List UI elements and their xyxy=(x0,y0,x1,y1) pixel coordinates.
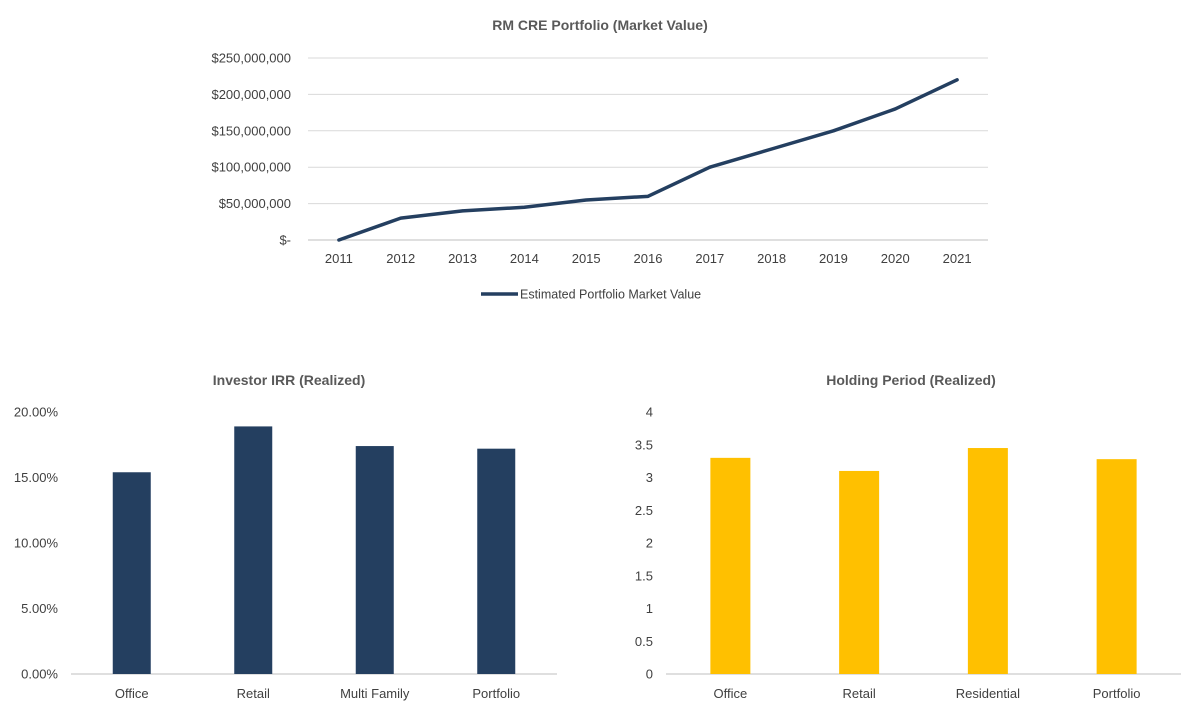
investor-irr-y-axis: 0.00% 5.00% 10.00% 15.00% 20.00% xyxy=(14,405,557,682)
investor-irr-title: Investor IRR (Realized) xyxy=(213,372,365,388)
series-line xyxy=(337,78,959,242)
y-tick-label: 0.00% xyxy=(21,667,58,682)
y-tick-label: 1 xyxy=(646,601,653,616)
market-value-legend: Estimated Portfolio Market Value xyxy=(481,288,701,302)
investor-irr-bars xyxy=(112,426,516,674)
data-point xyxy=(461,209,465,213)
data-point xyxy=(399,216,403,220)
market-value-gridlines xyxy=(308,57,988,241)
x-tick-label: 2013 xyxy=(448,251,477,266)
market-value-y-axis: $- $50,000,000 $100,000,000 $150,000,000 $20… xyxy=(211,51,291,248)
x-tick-label: 2012 xyxy=(386,251,415,266)
holding-period-x-axis: Office Retail Residential Portfolio xyxy=(714,686,1141,701)
data-point xyxy=(646,194,650,198)
bar xyxy=(710,457,751,674)
data-point xyxy=(831,129,835,133)
data-point xyxy=(770,147,774,151)
bar xyxy=(967,448,1008,674)
y-tick-label: 2.5 xyxy=(635,503,653,518)
y-tick-label: $200,000,000 xyxy=(211,87,291,102)
holding-period-bars xyxy=(710,448,1137,674)
x-tick-label: Office xyxy=(714,686,748,701)
y-tick-label: 3 xyxy=(646,470,653,485)
y-tick-label: 5.00% xyxy=(21,601,58,616)
x-tick-label: Retail xyxy=(237,686,270,701)
x-tick-label: Retail xyxy=(843,686,876,701)
data-point xyxy=(955,78,959,82)
bar xyxy=(112,472,151,674)
market-value-series xyxy=(337,78,959,242)
x-tick-label: 2019 xyxy=(819,251,848,266)
market-value-title: RM CRE Portfolio (Market Value) xyxy=(492,17,707,33)
y-tick-label: 3.5 xyxy=(635,437,653,452)
bar xyxy=(234,426,273,674)
x-tick-label: Multi Family xyxy=(340,686,410,701)
x-tick-label: 2018 xyxy=(757,251,786,266)
y-tick-label: $- xyxy=(279,233,291,248)
x-tick-label: 2020 xyxy=(881,251,910,266)
x-tick-label: Residential xyxy=(956,686,1020,701)
investor-irr-chart: Investor IRR (Realized) 0.00% 5.00% 10.00%… xyxy=(14,372,557,701)
x-tick-label: 2021 xyxy=(943,251,972,266)
y-tick-label: $100,000,000 xyxy=(211,160,291,175)
legend-label: Estimated Portfolio Market Value xyxy=(520,288,701,302)
x-tick-label: 2011 xyxy=(325,251,353,266)
x-tick-label: 2017 xyxy=(695,251,724,266)
y-tick-label: $250,000,000 xyxy=(211,51,291,66)
y-tick-label: 20.00% xyxy=(14,405,59,420)
market-value-chart: RM CRE Portfolio (Market Value) $- $50,00… xyxy=(211,17,988,302)
y-tick-label: 15.00% xyxy=(14,470,59,485)
x-tick-label: 2015 xyxy=(572,251,601,266)
y-tick-label: 2 xyxy=(646,536,653,551)
investor-irr-x-axis: Office Retail Multi Family Portfolio xyxy=(115,686,520,701)
data-point xyxy=(893,107,897,111)
data-point xyxy=(522,205,526,209)
y-tick-label: 4 xyxy=(646,405,653,420)
data-point xyxy=(337,238,341,242)
x-tick-label: Portfolio xyxy=(472,686,520,701)
y-tick-label: $50,000,000 xyxy=(219,196,291,211)
holding-period-chart: Holding Period (Realized) 0 0.5 1 1.5 2 2.5 3 3… xyxy=(635,372,1181,701)
holding-period-y-axis: 0 0.5 1 1.5 2 2.5 3 3.5 4 xyxy=(635,405,1181,682)
holding-period-title: Holding Period (Realized) xyxy=(826,372,996,388)
y-tick-label: 0 xyxy=(646,667,653,682)
market-value-x-axis: 2011 2012 2013 2014 2015 2016 2017 2018 2019 2020… xyxy=(325,251,972,266)
x-tick-label: 2014 xyxy=(510,251,539,266)
y-tick-label: 1.5 xyxy=(635,568,653,583)
bar xyxy=(477,448,516,674)
data-point xyxy=(708,165,712,169)
data-point xyxy=(584,198,588,202)
bar xyxy=(1096,459,1137,674)
x-tick-label: Portfolio xyxy=(1093,686,1141,701)
y-tick-label: 10.00% xyxy=(14,536,59,551)
y-tick-label: $150,000,000 xyxy=(211,123,291,138)
bar xyxy=(355,446,394,674)
x-tick-label: 2016 xyxy=(634,251,663,266)
bar xyxy=(839,470,880,674)
y-tick-label: 0.5 xyxy=(635,634,653,649)
x-tick-label: Office xyxy=(115,686,149,701)
